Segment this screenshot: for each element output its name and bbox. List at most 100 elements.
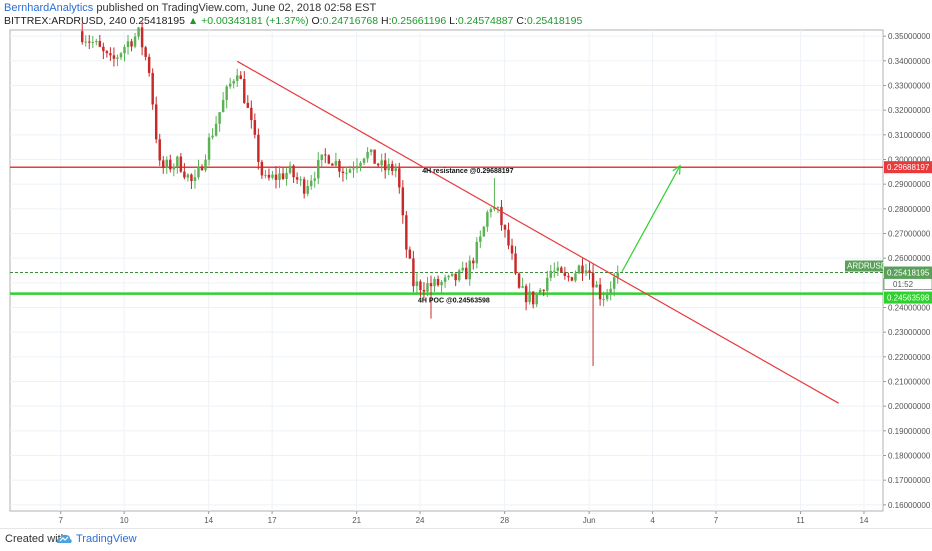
candle-body-144 [588,270,591,273]
candle-133 [549,264,553,282]
candle-27 [176,155,179,174]
open-label: O: [311,15,323,27]
candle-body-143 [584,270,588,274]
candle-143 [584,263,588,277]
poc-price-tag-bg [884,291,932,304]
candle-body-4 [95,40,98,42]
footer-bar: Created with TradingView [0,528,932,551]
candles [80,21,619,366]
candle-body-88 [391,164,394,172]
candle-body-66 [313,178,316,181]
candle-body-45 [239,75,242,80]
candle-64 [306,179,309,197]
price-axis[interactable]: 0.35000000 0.34000000 0.33000000 0.32000000… [883,32,931,510]
candle-36 [207,133,211,166]
candle-67 [317,152,320,185]
candle-body-17 [140,27,144,48]
candle-body-85 [380,160,383,166]
candle-58 [285,168,288,186]
candle-body-148 [602,299,605,301]
x-tick-label-7: Jun [583,516,596,525]
candle-145 [591,264,595,366]
low-value: 0.24574887 [457,15,514,27]
candle-126 [524,283,528,311]
candle-body-7 [105,51,109,54]
candle-74 [341,167,345,182]
x-tick-label-0: 7 [59,516,64,525]
tradingview-brand[interactable]: TradingView [76,533,137,545]
candle-body-49 [253,120,257,135]
x-tick-label-6: 28 [500,516,509,525]
candle-73 [338,159,341,178]
projection-arrow-head [672,164,681,175]
candle-37 [211,128,214,140]
candle-body-46 [243,79,246,103]
candle-body-112 [475,241,479,264]
candle-body-91 [401,187,405,216]
candle-54 [271,171,274,180]
candle-body-44 [236,75,239,81]
candle-128 [531,291,535,309]
candle-body-36 [207,137,211,160]
candle-body-113 [479,236,482,242]
candle-body-83 [373,149,376,164]
candle-body-42 [228,83,232,87]
candle-39 [218,112,221,132]
y-tick-label-15: 0.20000000 [888,402,931,411]
candle-21 [154,96,158,144]
candle-26 [172,163,176,177]
candle-76 [348,165,352,174]
x-tick-label-5: 24 [416,516,425,525]
x-tick-label-3: 17 [268,516,277,525]
candle-body-152 [616,272,619,278]
candle-body-59 [288,165,292,173]
candle-25 [169,154,172,173]
publish-info: BernhardAnalytics published on TradingVi… [4,2,376,15]
y-tick-label-11: 0.24000000 [888,304,931,313]
candle-96 [419,279,422,297]
candle-142 [581,258,584,281]
candle-body-135 [556,267,560,271]
candle-body-131 [542,289,545,291]
candle-134 [553,262,556,278]
time-axis[interactable]: 7 10 14 17 21 24 28 Jun 4 7 11 14 [59,511,869,525]
candle-53 [267,168,271,181]
candle-70 [327,154,331,165]
candle-120 [503,224,507,238]
candle-122 [510,238,514,260]
candle-body-53 [267,174,271,178]
candle-16 [137,26,140,40]
price-chart[interactable]: 4H resistance @0.29688197 4H POC @0.24563… [0,0,932,528]
candle-body-101 [436,278,440,286]
candle-146 [595,280,598,288]
candle-15 [133,32,137,49]
candle-111 [472,257,475,270]
candle-88 [391,160,394,176]
candle-50 [257,128,260,170]
candle-body-73 [338,160,341,172]
author-link[interactable]: BernhardAnalytics [4,2,94,14]
candle-body-151 [612,277,616,289]
candle-41 [225,84,228,109]
candle-body-56 [278,173,281,180]
candle-72 [334,152,338,168]
candle-body-23 [162,160,165,168]
candle-57 [281,167,285,181]
candle-body-61 [295,177,299,180]
candle-body-107 [457,270,461,281]
candle-body-40 [221,100,225,113]
candle-body-141 [577,265,581,274]
x-tick-label-8: 4 [650,516,655,525]
high-label: H: [381,15,392,27]
candle-body-72 [334,160,338,166]
candle-body-28 [179,156,183,172]
candle-body-31 [190,174,193,182]
y-tick-label-14: 0.21000000 [888,378,931,387]
candle-body-65 [309,180,313,187]
candle-body-122 [510,245,514,254]
close-value: 0.25418195 [526,15,583,27]
candle-body-21 [154,104,158,140]
candle-107 [457,268,461,283]
candle-body-71 [331,163,334,166]
candle-body-77 [352,168,355,170]
